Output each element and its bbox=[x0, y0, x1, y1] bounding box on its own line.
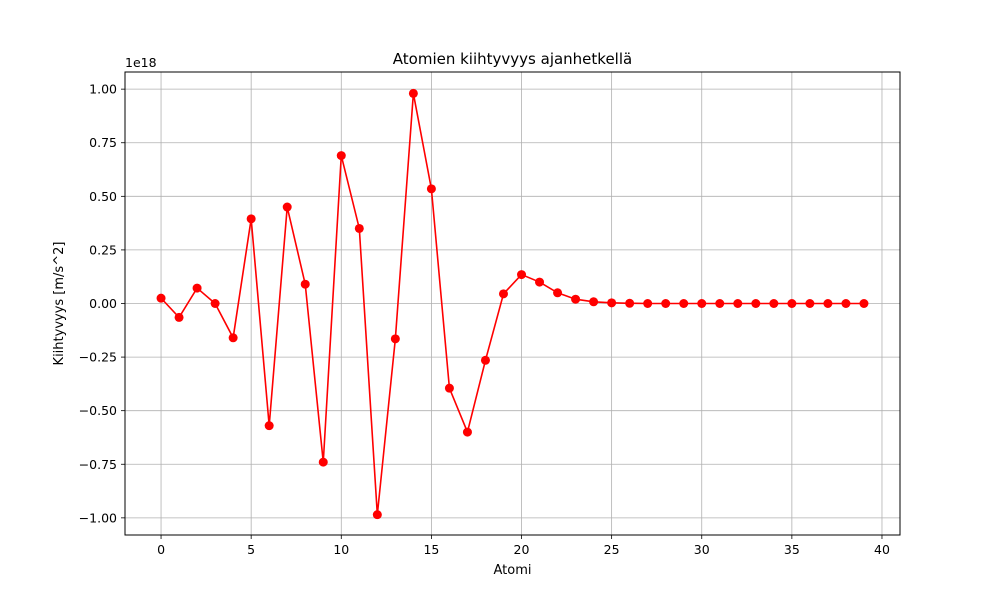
data-point bbox=[426, 184, 436, 194]
data-point bbox=[336, 151, 346, 161]
data-point bbox=[444, 383, 454, 393]
x-tick-label: 20 bbox=[514, 542, 530, 557]
series-layer bbox=[156, 88, 869, 520]
data-point bbox=[625, 298, 635, 308]
series-line bbox=[160, 93, 864, 515]
data-point bbox=[589, 297, 599, 307]
data-point bbox=[859, 299, 869, 308]
x-axis-label: Atomi bbox=[494, 563, 532, 578]
x-tick-label: 10 bbox=[333, 542, 349, 557]
data-point bbox=[841, 299, 851, 308]
data-point bbox=[823, 299, 833, 308]
plot-frame bbox=[124, 71, 901, 536]
data-point bbox=[408, 88, 418, 98]
x-tick-label: 30 bbox=[694, 542, 710, 557]
x-tick-label: 0 bbox=[157, 542, 165, 557]
x-tick-label: 35 bbox=[784, 542, 800, 557]
data-point bbox=[643, 299, 653, 308]
data-point bbox=[498, 289, 508, 299]
data-point bbox=[733, 299, 743, 308]
y-tick-label: 0.00 bbox=[89, 296, 117, 311]
data-point bbox=[679, 299, 689, 308]
data-point bbox=[390, 334, 400, 344]
data-point bbox=[246, 214, 256, 224]
data-point bbox=[535, 277, 545, 287]
data-point bbox=[210, 299, 220, 308]
chart-title: Atomien kiihtyvyys ajanhetkellä bbox=[393, 50, 632, 68]
data-point bbox=[282, 202, 292, 212]
data-point bbox=[228, 333, 238, 343]
data-point bbox=[300, 279, 310, 289]
data-point bbox=[769, 299, 779, 308]
data-point bbox=[697, 299, 707, 308]
y-tick-label: −0.50 bbox=[79, 403, 117, 418]
data-point bbox=[571, 294, 581, 304]
data-point bbox=[787, 299, 797, 308]
x-tick-label: 5 bbox=[247, 542, 255, 557]
x-tick-label: 25 bbox=[604, 542, 620, 557]
data-point bbox=[715, 299, 725, 308]
y-tick-label: 0.50 bbox=[89, 189, 117, 204]
data-point bbox=[156, 293, 166, 303]
y-tick-label: 0.25 bbox=[89, 242, 117, 257]
data-point bbox=[462, 427, 472, 437]
data-point bbox=[553, 288, 563, 298]
data-point bbox=[192, 283, 202, 293]
y-offset-label: 1e18 bbox=[125, 55, 157, 70]
y-tick-label: −0.25 bbox=[79, 350, 117, 365]
data-point bbox=[517, 270, 527, 280]
data-point bbox=[354, 223, 364, 233]
y-tick-label: −1.00 bbox=[79, 510, 117, 525]
ticks: 0 5 10 15 20 25 30 35 40 −1.00 −0.75 −0.50 −0.25 0.00… bbox=[79, 82, 890, 557]
data-point bbox=[318, 457, 328, 467]
data-point bbox=[751, 299, 761, 308]
data-point bbox=[661, 299, 671, 308]
x-tick-label: 40 bbox=[874, 542, 890, 557]
data-point bbox=[174, 312, 184, 322]
x-tick-label: 15 bbox=[423, 542, 439, 557]
data-point bbox=[480, 355, 490, 365]
data-point bbox=[264, 421, 274, 431]
data-point bbox=[372, 510, 382, 520]
y-axis-label: Kiihtyvyys [m/s^2] bbox=[52, 242, 67, 366]
y-tick-label: 0.75 bbox=[89, 135, 117, 150]
data-point bbox=[607, 298, 617, 308]
y-tick-label: 1.00 bbox=[89, 82, 117, 97]
data-point bbox=[805, 299, 815, 308]
y-tick-label: −0.75 bbox=[79, 457, 117, 472]
